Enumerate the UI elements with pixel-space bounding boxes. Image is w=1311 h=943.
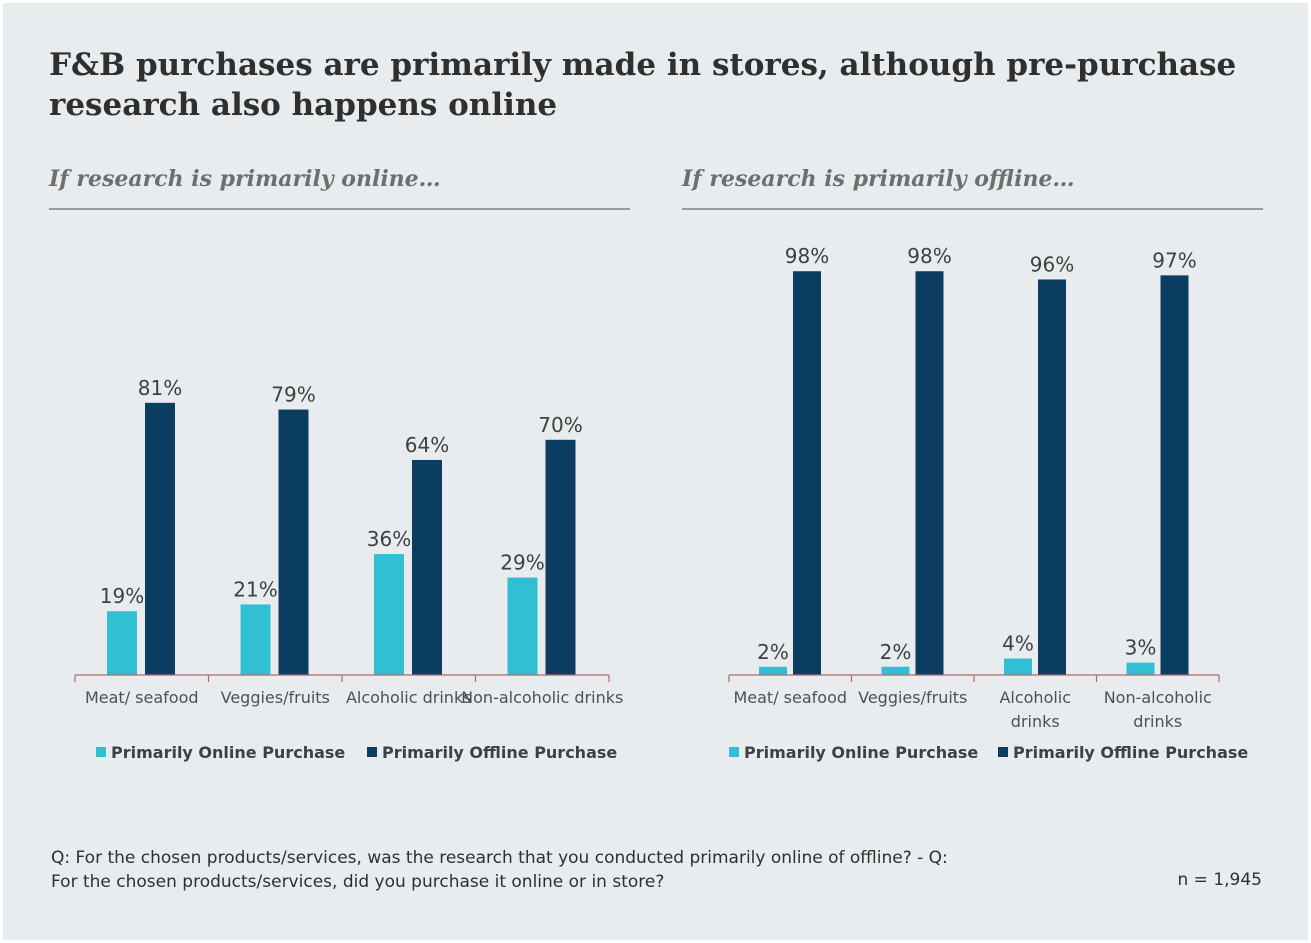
data-label-alcoholic-drinks-offline: 64% xyxy=(405,433,449,457)
category-label-alcoholic-drinks: Alcoholic drinks xyxy=(346,688,472,707)
bar-veggies-fruits-online xyxy=(881,666,910,675)
left-subtitle-rule xyxy=(49,208,630,210)
data-label-non-alcoholic-drinks-offline: 70% xyxy=(538,413,582,437)
category-label-veggies-fruits: Veggies/fruits xyxy=(221,688,330,707)
legend-swatch-offline xyxy=(998,747,1008,757)
bar-alcoholic-drinks-offline xyxy=(412,459,442,675)
bar-veggies-fruits-offline xyxy=(915,271,944,675)
legend-item-offline: Primarily Offline Purchase xyxy=(367,743,617,762)
legend-swatch-offline xyxy=(367,747,377,757)
data-label-meat-seafood-online: 19% xyxy=(100,584,144,608)
left-chart-legend: Primarily Online Purchase Primarily Offl… xyxy=(49,743,629,765)
legend-item-offline: Primarily Offline Purchase xyxy=(998,743,1248,762)
survey-question-footnote: Q: For the chosen products/services, was… xyxy=(51,848,948,892)
legend-label-online: Primarily Online Purchase xyxy=(744,743,979,762)
data-label-veggies-fruits-online: 21% xyxy=(233,577,277,601)
category-label-veggies-fruits: Veggies/fruits xyxy=(858,688,967,707)
data-label-veggies-fruits-offline: 79% xyxy=(271,383,315,407)
bar-non-alcoholic-drinks-online xyxy=(507,577,538,675)
data-label-meat-seafood-online: 2% xyxy=(757,640,789,664)
data-label-alcoholic-drinks-online: 36% xyxy=(367,527,411,551)
right-chart-svg: 2% 98% Meat/ seafood 2% 98% Veggies/fruits 4% 9… xyxy=(728,244,1220,731)
category-label-meat-seafood: Meat/ seafood xyxy=(733,688,847,707)
bar-non-alcoholic-drinks-offline xyxy=(1160,275,1189,675)
data-label-meat-seafood-offline: 81% xyxy=(138,376,182,400)
bar-meat-seafood-online xyxy=(759,666,787,675)
legend-swatch-online xyxy=(96,747,106,757)
legend-label-offline: Primarily Offline Purchase xyxy=(1013,743,1249,762)
right-bar-chart: 2% 98% Meat/ seafood 2% 98% Veggies/fruits 4% 9… xyxy=(682,233,1262,743)
data-label-meat-seafood-offline: 98% xyxy=(785,244,829,268)
bar-non-alcoholic-drinks-offline xyxy=(545,439,576,675)
bar-veggies-fruits-offline xyxy=(278,409,309,675)
chart-slide: F&B purchases are primarily made in stor… xyxy=(3,3,1308,940)
legend-item-online: Primarily Online Purchase xyxy=(96,743,345,762)
data-label-non-alcoholic-drinks-online: 29% xyxy=(500,551,544,575)
right-chart-legend: Primarily Online Purchase Primarily Offl… xyxy=(682,743,1262,765)
bar-alcoholic-drinks-offline xyxy=(1038,279,1066,675)
legend-swatch-online xyxy=(729,747,739,757)
right-chart-subtitle: If research is primarily offline… xyxy=(682,166,1075,192)
data-label-non-alcoholic-drinks-online: 3% xyxy=(1125,636,1157,660)
category-label-alcoholic-drinks: Alcoholic drinks xyxy=(999,688,1071,731)
legend-label-offline: Primarily Offline Purchase xyxy=(382,743,618,762)
left-chart-svg: 19% 81% Meat/ seafood 21% 79% Veggies/fruits 3… xyxy=(74,376,623,707)
right-subtitle-rule xyxy=(682,208,1263,210)
category-label-non-alcoholic-drinks: Non-alcoholic drinks xyxy=(1104,688,1212,731)
data-label-veggies-fruits-online: 2% xyxy=(880,640,912,664)
page-title: F&B purchases are primarily made in stor… xyxy=(49,47,1237,123)
bar-veggies-fruits-online xyxy=(240,604,271,675)
bar-meat-seafood-offline xyxy=(145,402,175,675)
bar-non-alcoholic-drinks-online xyxy=(1126,662,1155,675)
bar-alcoholic-drinks-online xyxy=(1004,658,1032,675)
category-label-non-alcoholic-drinks: Non-alcoholic drinks xyxy=(461,688,623,707)
category-label-meat-seafood: Meat/ seafood xyxy=(85,688,199,707)
legend-item-online: Primarily Online Purchase xyxy=(729,743,978,762)
data-label-alcoholic-drinks-offline: 96% xyxy=(1030,252,1074,276)
left-bar-chart: 19% 81% Meat/ seafood 21% 79% Veggies/fruits 3… xyxy=(49,233,629,743)
data-label-alcoholic-drinks-online: 4% xyxy=(1002,632,1034,656)
bar-meat-seafood-offline xyxy=(793,271,821,675)
data-label-veggies-fruits-offline: 98% xyxy=(907,244,951,268)
bar-meat-seafood-online xyxy=(107,611,137,675)
sample-size-label: n = 1,945 xyxy=(1177,870,1263,890)
bar-alcoholic-drinks-online xyxy=(374,554,404,675)
legend-label-online: Primarily Online Purchase xyxy=(111,743,346,762)
left-chart-subtitle: If research is primarily online… xyxy=(49,166,441,192)
data-label-non-alcoholic-drinks-offline: 97% xyxy=(1152,248,1196,272)
